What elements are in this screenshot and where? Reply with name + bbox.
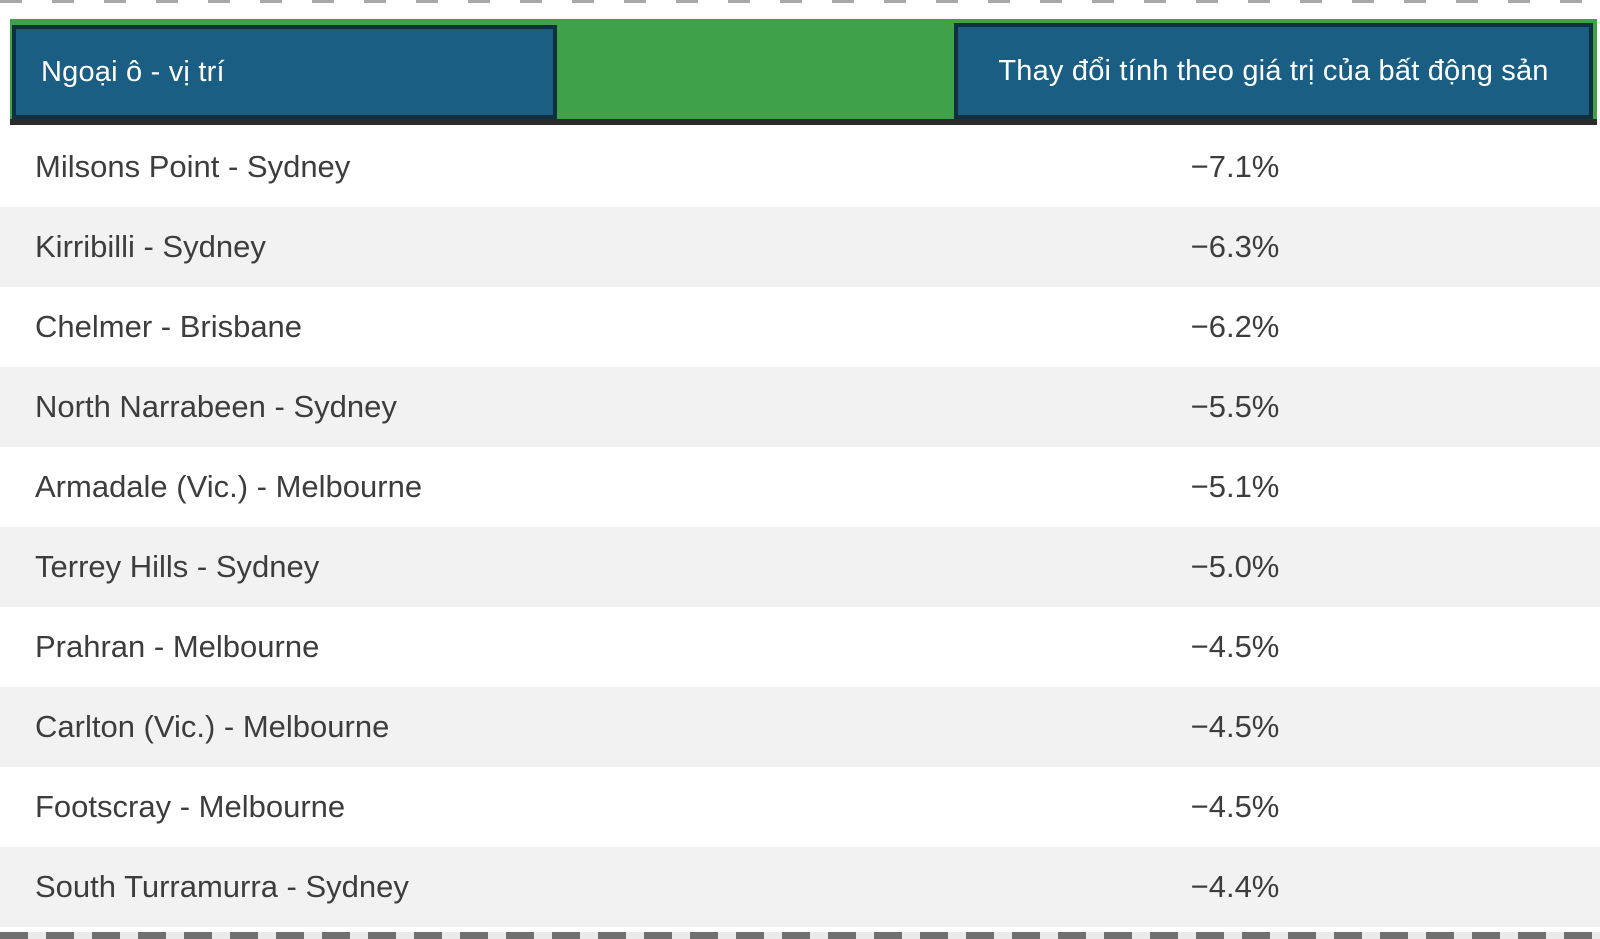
suburb-cell: Armadale (Vic.) - Melbourne — [35, 469, 423, 504]
table-row: Carlton (Vic.) - Melbourne −4.5% — [0, 687, 1600, 767]
table-row: Milsons Point - Sydney −7.1% — [0, 127, 1600, 207]
suburb-cell: Terrey Hills - Sydney — [35, 549, 320, 584]
change-value-cell: −4.4% — [1190, 869, 1280, 904]
table-row: Kirribilli - Sydney −6.3% — [0, 207, 1600, 287]
cropped-content-artifact-top — [0, 0, 1600, 3]
change-value-cell: −4.5% — [1190, 789, 1280, 824]
table-row: Chelmer - Brisbane −6.2% — [0, 287, 1600, 367]
change-value-cell: −5.5% — [1190, 389, 1280, 424]
table-row: North Narrabeen - Sydney −5.5% — [0, 367, 1600, 447]
suburb-cell: Kirribilli - Sydney — [35, 229, 266, 264]
table-row: Footscray - Melbourne −4.5% — [0, 767, 1600, 847]
column-header-change-label: Thay đổi tính theo giá trị của bất động … — [998, 54, 1549, 87]
table-row: Armadale (Vic.) - Melbourne −5.1% — [0, 447, 1600, 527]
change-value-cell: −4.5% — [1190, 709, 1280, 744]
suburb-cell: Milsons Point - Sydney — [35, 149, 351, 184]
change-value-cell: −6.3% — [1190, 229, 1280, 264]
table-row: South Turramurra - Sydney −4.4% — [0, 847, 1600, 927]
suburb-cell: Carlton (Vic.) - Melbourne — [35, 709, 390, 744]
change-value-cell: −4.5% — [1190, 629, 1280, 664]
suburb-cell: South Turramurra - Sydney — [35, 869, 409, 904]
change-value-cell: −6.2% — [1190, 309, 1280, 344]
change-value-cell: −5.0% — [1190, 549, 1280, 584]
table-row: Prahran - Melbourne −4.5% — [0, 607, 1600, 687]
column-header-suburb: Ngoại ô - vị trí — [12, 25, 557, 119]
table-header-band: Ngoại ô - vị trí Thay đổi tính theo giá … — [10, 19, 1597, 119]
suburb-change-table: Milsons Point - Sydney −7.1% Kirribilli … — [0, 127, 1600, 927]
change-value-cell: −7.1% — [1190, 149, 1280, 184]
change-value-cell: −5.1% — [1190, 469, 1280, 504]
column-header-suburb-label: Ngoại ô - vị trí — [41, 55, 225, 88]
cropped-content-artifact-bottom — [0, 932, 1600, 939]
suburb-cell: Prahran - Melbourne — [35, 629, 320, 664]
suburb-cell: Footscray - Melbourne — [35, 789, 346, 824]
column-header-change: Thay đổi tính theo giá trị của bất động … — [954, 23, 1593, 119]
table-row: Terrey Hills - Sydney −5.0% — [0, 527, 1600, 607]
suburb-cell: Chelmer - Brisbane — [35, 309, 303, 344]
suburb-cell: North Narrabeen - Sydney — [35, 389, 397, 424]
header-bottom-rule — [10, 119, 1597, 125]
